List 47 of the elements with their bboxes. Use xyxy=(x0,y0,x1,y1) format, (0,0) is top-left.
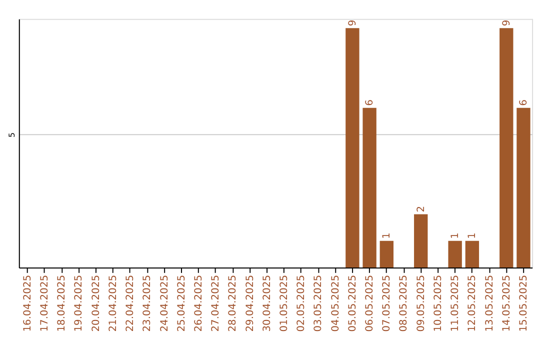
x-tick-label: 19.04.2025 xyxy=(74,274,85,332)
bar xyxy=(448,240,462,268)
x-tick-label: 23.04.2025 xyxy=(142,274,154,332)
x-tick-label: 27.04.2025 xyxy=(210,274,222,332)
x-tick-label: 17.04.2025 xyxy=(40,274,51,332)
x-tick-label: 07.05.2025 xyxy=(382,274,393,332)
x-tick-label: 30.04.2025 xyxy=(262,274,273,332)
x-tick-label: 20.04.2025 xyxy=(90,274,102,332)
x-tick-label: 16.04.2025 xyxy=(22,274,34,332)
y-tick-label: 5 xyxy=(7,132,16,138)
x-tick-label: 18.04.2025 xyxy=(56,274,68,332)
x-tick-label: 12.05.2025 xyxy=(467,274,478,332)
data-label: 9 xyxy=(501,20,512,26)
x-tick-label: 11.05.2025 xyxy=(450,274,462,332)
x-tick-label: 26.04.2025 xyxy=(193,274,204,332)
bar xyxy=(465,240,480,268)
bar xyxy=(500,28,514,268)
x-tick-label: 21.04.2025 xyxy=(108,274,119,332)
x-tick-label: 09.05.2025 xyxy=(416,274,427,332)
x-tick-label: 24.04.2025 xyxy=(159,274,170,332)
x-tick-label: 01.05.2025 xyxy=(279,274,290,332)
x-tick-label: 05.05.2025 xyxy=(347,274,358,332)
data-label: 2 xyxy=(416,206,427,212)
data-label: 9 xyxy=(347,20,358,26)
x-tick-label: 03.05.2025 xyxy=(313,274,324,332)
bar xyxy=(516,108,530,268)
bar xyxy=(362,108,376,268)
x-tick-label: 14.05.2025 xyxy=(501,274,512,332)
x-tick-label: 22.04.2025 xyxy=(125,274,136,332)
x-tick-label: 15.05.2025 xyxy=(518,274,530,332)
data-label: 6 xyxy=(518,100,530,106)
x-tick-label: 28.04.2025 xyxy=(228,274,239,332)
x-tick-label: 02.05.2025 xyxy=(296,274,308,332)
x-tick-label: 25.04.2025 xyxy=(176,274,188,332)
x-tick-label: 06.05.2025 xyxy=(364,274,376,332)
bar xyxy=(380,240,394,268)
x-tick-label: 04.05.2025 xyxy=(330,274,342,332)
data-label: 6 xyxy=(364,100,376,106)
x-tick-label: 10.05.2025 xyxy=(432,274,444,332)
bar xyxy=(414,214,428,268)
x-tick-label: 13.05.2025 xyxy=(484,274,496,332)
data-label: 1 xyxy=(382,232,393,239)
bar xyxy=(346,28,360,268)
x-tick-label: 29.04.2025 xyxy=(244,274,256,332)
data-label: 1 xyxy=(450,232,462,239)
data-label: 1 xyxy=(467,232,478,239)
x-tick-label: 08.05.2025 xyxy=(398,274,410,332)
